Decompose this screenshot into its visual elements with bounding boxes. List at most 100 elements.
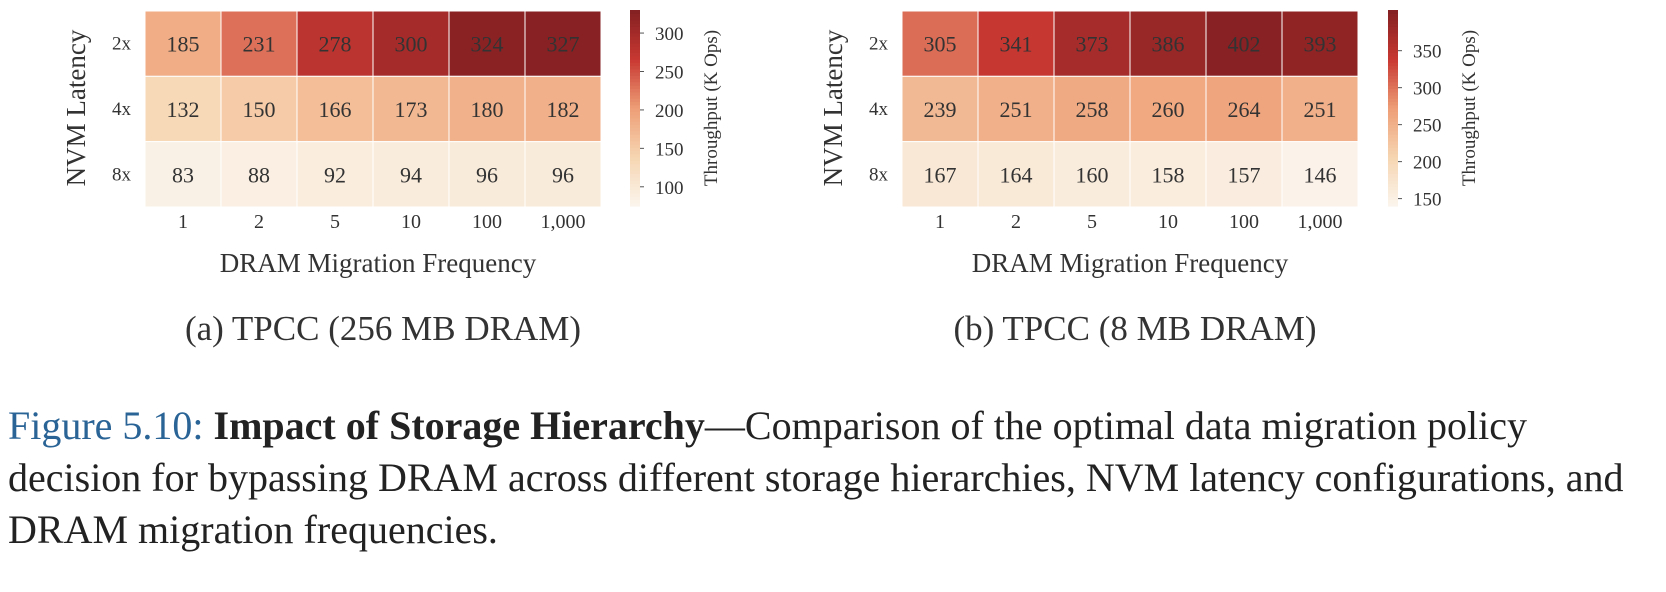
figure-caption: Figure 5.10: Impact of Storage Hierarchy… (8, 400, 1658, 556)
colorbar-tick-label: 350 (1413, 42, 1442, 63)
x-tick-label: 5 (330, 211, 340, 233)
colorbar-tick-label: 300 (655, 24, 684, 45)
colorbar-segment (630, 127, 640, 132)
heatmap-cell (977, 141, 1055, 208)
cell-value-label: 164 (1000, 162, 1033, 187)
heatmap-cell (1053, 10, 1131, 77)
colorbar-segment (630, 36, 640, 40)
cell-value-label: 167 (924, 162, 957, 187)
cell-value-label: 160 (1076, 162, 1109, 187)
colorbar-segment (1388, 36, 1398, 40)
colorbar-title: Throughput (K Ops) (1459, 30, 1480, 186)
colorbar-segment (630, 170, 640, 174)
colorbar-segment (630, 98, 640, 103)
cell-value-label: 150 (243, 97, 276, 122)
colorbar-segment (630, 23, 640, 27)
colorbar-segment (1388, 147, 1398, 152)
colorbar-segment (630, 143, 640, 148)
colorbar-segment (630, 186, 640, 191)
heatmap-cell (524, 141, 602, 208)
x-tick-label: 1 (935, 211, 945, 233)
x-tick-label: 100 (1229, 211, 1259, 233)
cell-value-label: 341 (1000, 32, 1033, 57)
colorbar-segment (1388, 196, 1398, 201)
colorbar-segment (1388, 108, 1398, 112)
cell-value-label: 96 (476, 162, 498, 187)
cell-value-label: 158 (1152, 162, 1185, 187)
x-tick-label: 1,000 (541, 211, 586, 233)
colorbar-segment (1388, 55, 1398, 60)
colorbar-segment (630, 10, 640, 14)
cell-value-label: 96 (552, 162, 574, 187)
colorbar-segment (630, 160, 640, 165)
colorbar-segment (630, 39, 640, 44)
heatmap-cell (220, 141, 298, 208)
x-tick-label: 1 (178, 211, 188, 233)
cell-value-label: 278 (319, 32, 352, 57)
colorbar-segment (630, 108, 640, 112)
colorbar-segment (630, 130, 640, 135)
colorbar-segment (630, 88, 640, 93)
heatmap-cell (372, 75, 450, 143)
cell-value-label: 251 (1000, 97, 1033, 122)
colorbar-segment (1388, 140, 1398, 145)
colorbar-segment (1388, 173, 1398, 178)
figure-panels: 185 231 278 300 324 327 132 150 166 173 180 182 83 88… (61, 10, 1480, 348)
colorbar-segment (1388, 75, 1398, 80)
colorbar-segment (630, 111, 640, 116)
cell-value-label: 92 (324, 162, 346, 187)
colorbar-segment (630, 189, 640, 194)
colorbar-tick-label: 250 (1413, 116, 1442, 137)
colorbar-segment (1388, 49, 1398, 54)
colorbar-segment (1388, 153, 1398, 158)
colorbar-segment (1388, 29, 1398, 34)
colorbar-segment (630, 166, 640, 171)
colorbar-tick-label: 150 (655, 139, 684, 160)
colorbar-segment (1388, 192, 1398, 197)
colorbar-segment (630, 121, 640, 125)
colorbar-tick-label: 200 (655, 101, 684, 122)
x-tick-label: 5 (1087, 211, 1097, 233)
heatmap-figure: 185 231 278 300 324 327 132 150 166 173 180 182 83 88… (61, 10, 1480, 348)
colorbar-segment (630, 117, 640, 122)
colorbar-segment (630, 68, 640, 73)
colorbar-segment (630, 134, 640, 138)
colorbar-segment (1388, 150, 1398, 155)
colorbar-segment (1388, 81, 1398, 86)
cell-value-label: 173 (395, 97, 428, 122)
cell-value-label: 182 (547, 97, 580, 122)
y-tick-label: 4x (869, 99, 889, 120)
cell-value-label: 393 (1304, 32, 1337, 57)
heatmap-cell (144, 10, 222, 77)
heatmap-cell (1281, 141, 1359, 208)
colorbar-segment (630, 45, 640, 50)
colorbar-segment (1388, 121, 1398, 125)
colorbar-segment (1388, 45, 1398, 50)
colorbar-segment (1388, 13, 1398, 18)
colorbar-segment (630, 202, 640, 207)
colorbar-segment (630, 59, 640, 63)
cell-value-label: 251 (1304, 97, 1337, 122)
cell-value-label: 300 (395, 32, 428, 57)
colorbar-segment (1388, 59, 1398, 63)
colorbar-segment (1388, 143, 1398, 148)
cell-value-label: 83 (172, 162, 194, 187)
colorbar-segment (1388, 52, 1398, 57)
x-tick-label: 2 (254, 211, 264, 233)
colorbar-segment (1388, 10, 1398, 14)
colorbar-tick-label: 100 (655, 178, 684, 199)
colorbar-segment (1388, 26, 1398, 31)
colorbar-segment (1388, 32, 1398, 37)
colorbar-segment (630, 150, 640, 155)
colorbar-segment (630, 55, 640, 60)
cell-value-label: 94 (400, 162, 422, 187)
colorbar-segment (630, 29, 640, 34)
heatmap-cell (372, 10, 450, 77)
y-tick-label: 8x (112, 164, 132, 185)
cell-value-label: 231 (243, 32, 276, 57)
x-axis-title: DRAM Migration Frequency (220, 248, 537, 278)
colorbar-segment (1388, 114, 1398, 119)
colorbar-segment (630, 183, 640, 187)
colorbar-tick-label: 300 (1413, 79, 1442, 100)
